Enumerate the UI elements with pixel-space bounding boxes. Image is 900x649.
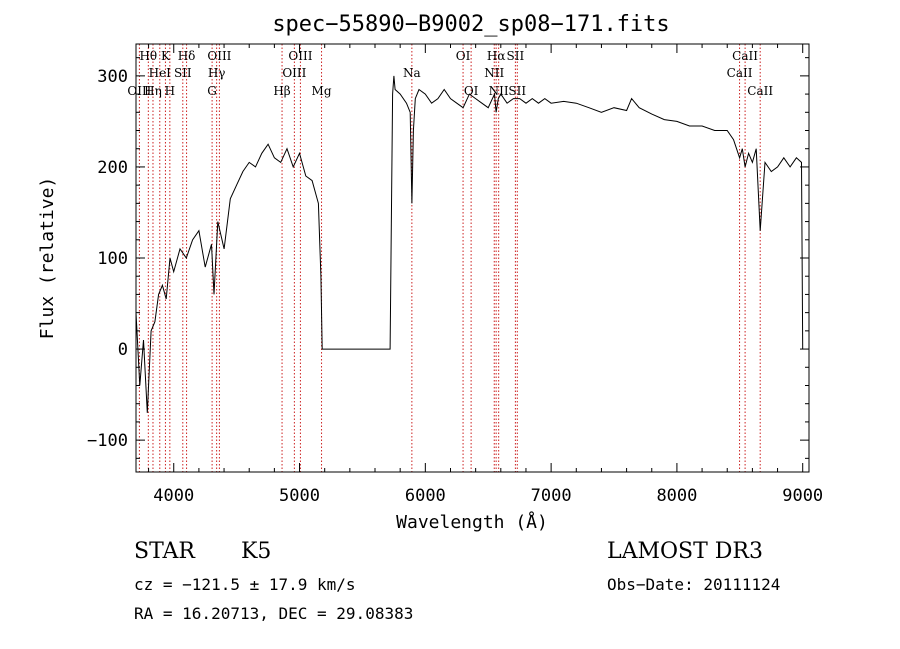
y-tick-label: −100 [87, 431, 128, 451]
y-tick-label: 100 [97, 249, 128, 269]
y-axis-ticks: −100 0 100 200 300 [87, 57, 809, 459]
line-label: OIII [288, 49, 312, 63]
line-label: OIII [282, 66, 306, 80]
line-label: SII [508, 84, 526, 98]
line-label: K [161, 49, 171, 63]
x-tick-label: 8000 [656, 486, 697, 506]
plot-frame [135, 43, 810, 473]
line-label: OIII [207, 49, 231, 63]
y-tick-label: 300 [97, 67, 128, 87]
y-tick-label: 0 [118, 340, 128, 360]
survey-name: LAMOST DR3 [607, 539, 763, 564]
line-label: Hθ [139, 49, 157, 63]
line-label: Na [403, 66, 421, 80]
coordinates: RA = 16.20713, DEC = 29.08383 [134, 604, 414, 623]
x-axis-label: Wavelength (Å) [396, 511, 548, 533]
x-tick-label: 9000 [782, 486, 823, 506]
line-label: CaII [732, 49, 758, 63]
line-label: SII [507, 49, 525, 63]
line-label: OIII [127, 84, 151, 98]
line-label: Hγ [208, 66, 226, 80]
chart-title: spec−55890−B9002_sp08−171.fits [272, 12, 669, 37]
line-label: G [207, 84, 217, 98]
line-label: Hβ [273, 84, 290, 98]
object-subclass: K5 [241, 539, 272, 564]
line-label: OI [456, 49, 471, 63]
object-class: STAR [134, 539, 195, 564]
line-label: H [165, 84, 175, 98]
line-labels-layer: HθOIIIHηHeIKHSIIHδGOIIIHγHβOIIIOIIIMgNaO… [127, 49, 773, 98]
line-label: HeI [149, 66, 172, 80]
line-label: OI [464, 84, 479, 98]
line-label: Mg [312, 84, 332, 98]
line-label: SII [174, 66, 192, 80]
redshift-velocity: cz = −121.5 ± 17.9 km/s [134, 575, 356, 594]
x-tick-label: 5000 [279, 486, 320, 506]
x-tick-label: 7000 [531, 486, 572, 506]
line-label: Hδ [178, 49, 196, 63]
line-label: Hη [144, 84, 162, 98]
x-tick-label: 6000 [405, 486, 446, 506]
line-label: NII [489, 84, 509, 98]
line-label: Hα [487, 49, 506, 63]
line-label: CaII [747, 84, 773, 98]
spectrum-line [135, 75, 804, 413]
observation-date: Obs−Date: 20111124 [607, 575, 781, 594]
line-label: CaII [727, 66, 753, 80]
y-axis-label: Flux (relative) [37, 177, 58, 340]
x-tick-label: 4000 [153, 486, 194, 506]
line-label: NII [484, 66, 504, 80]
y-tick-label: 200 [97, 158, 128, 178]
x-axis-ticks: 4000 5000 6000 7000 8000 9000 [148, 44, 823, 506]
line-markers-layer [138, 44, 761, 472]
